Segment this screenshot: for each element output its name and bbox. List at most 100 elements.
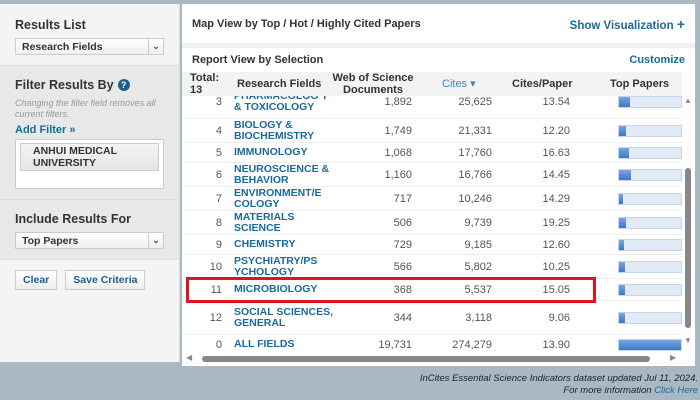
docs-value: 566: [393, 260, 412, 273]
field-link[interactable]: SOCIAL SCIENCES, GENERAL: [234, 305, 333, 329]
table-row: 5 IMMUNOLOGY 1,068 17,760 16.63: [182, 143, 682, 163]
more-info-text: For more information: [563, 385, 652, 396]
table-header: Total: 13 Research Fields Web of Science…: [182, 72, 682, 96]
field-link[interactable]: NEUROSCIENCE & BEHAVIOR: [234, 163, 330, 186]
include-select[interactable]: Top Papers ⌄: [15, 232, 164, 249]
top-papers-bar: [618, 238, 682, 251]
top-papers-bar: [618, 168, 682, 181]
row-rank: 9: [215, 238, 222, 251]
filter-list: ANHUI MEDICAL UNIVERSITY: [15, 139, 164, 189]
cpp-value: 13.90: [542, 338, 570, 351]
table-row: 3 PHARMACOLOG Y & TOXICOLOGY 1,892 25,62…: [182, 96, 682, 119]
top-papers-bar: [618, 338, 682, 351]
results-list-value: Research Fields: [22, 40, 103, 53]
cites-value: 9,185: [464, 238, 492, 251]
top-papers-bar: [618, 192, 682, 205]
top-papers-bar: [618, 283, 682, 296]
cites-header[interactable]: Cites ▾: [442, 78, 476, 90]
field-link[interactable]: ALL FIELDS: [234, 338, 295, 350]
horizontal-scrollbar[interactable]: ◀ ▶: [186, 353, 677, 362]
cpp-value: 9.06: [548, 311, 570, 324]
row-rank: 7: [215, 192, 222, 205]
docs-value: 1,749: [384, 124, 412, 137]
top-papers-bar: [618, 124, 682, 137]
top-papers-bar: [618, 216, 682, 229]
clear-button[interactable]: Clear: [15, 270, 58, 290]
cites-value: 25,625: [458, 96, 492, 108]
save-criteria-button[interactable]: Save Criteria: [65, 270, 146, 290]
map-view-title: Map View by Top / Hot / Highly Cited Pap…: [192, 17, 421, 30]
docs-value: 19,731: [378, 338, 412, 351]
top-papers-bar: [618, 96, 682, 108]
cites-value: 9,739: [464, 216, 492, 229]
docs-value: 506: [393, 216, 412, 229]
report-view-title: Report View by Selection: [192, 54, 324, 66]
include-label: Include Results For: [15, 212, 131, 226]
results-list-select[interactable]: Research Fields ⌄: [15, 38, 164, 55]
field-link[interactable]: MATERIALS SCIENCE: [234, 211, 295, 234]
highlight-box: [186, 277, 596, 303]
field-link[interactable]: ENVIRONMENT/E COLOGY: [234, 187, 322, 210]
cpp-value: 19.25: [542, 216, 570, 229]
cpp-value: 13.54: [542, 96, 570, 108]
click-here-link[interactable]: Click Here: [654, 385, 698, 396]
table-row: 9 CHEMISTRY 729 9,185 12.60: [182, 235, 682, 255]
plus-icon: +: [676, 15, 685, 32]
cpp-value: 15.05: [542, 283, 570, 296]
field-link[interactable]: MICROBIOLOGY: [234, 283, 318, 295]
customize-link[interactable]: Customize: [629, 54, 685, 66]
show-visualization-link[interactable]: Show Visualization +: [569, 15, 685, 32]
help-icon[interactable]: ?: [117, 79, 130, 91]
filter-note: Changing the filter field removes all cu…: [15, 98, 156, 119]
field-link[interactable]: CHEMISTRY: [234, 238, 296, 250]
row-rank: 0: [215, 338, 222, 351]
cpp-value: 14.45: [542, 168, 570, 181]
field-link[interactable]: IMMUNOLOGY: [234, 146, 308, 158]
cites-value: 21,331: [458, 124, 492, 137]
total-header: Total: 13: [190, 72, 220, 96]
include-value: Top Papers: [22, 234, 79, 247]
docs-value: 717: [393, 192, 412, 205]
main-panel: Map View by Top / Hot / Highly Cited Pap…: [182, 4, 695, 366]
field-link[interactable]: BIOLOGY & BIOCHEMISTRY: [234, 119, 315, 142]
row-rank: 11: [210, 283, 222, 296]
sidebar: Results List Research Fields ⌄ Filter Res…: [0, 4, 180, 362]
field-header[interactable]: Research Fields: [237, 78, 322, 90]
table-row: 12 SOCIAL SCIENCES, GENERAL 344 3,118 9.…: [182, 301, 682, 335]
table-row: 11 MICROBIOLOGY 368 5,537 15.05: [182, 279, 682, 301]
results-list-label: Results List: [15, 18, 86, 32]
cites-value: 3,118: [465, 311, 492, 324]
dataset-note: InCites Essential Science Indicators dat…: [419, 373, 698, 384]
row-rank: 6: [215, 168, 222, 181]
cpp-value: 16.63: [542, 146, 570, 159]
table-row: 0 ALL FIELDS 19,731 274,279 13.90: [182, 335, 682, 352]
table-row: 7 ENVIRONMENT/E COLOGY 717 10,246 14.29: [182, 187, 682, 211]
cites-value: 10,246: [458, 192, 492, 205]
top-papers-bar: [618, 311, 682, 324]
table-body: 3 PHARMACOLOG Y & TOXICOLOGY 1,892 25,62…: [182, 96, 682, 352]
cites-value: 16,766: [458, 168, 492, 181]
vertical-scrollbar[interactable]: ▲ ▼: [684, 96, 692, 345]
row-rank: 4: [215, 124, 222, 137]
filter-chip[interactable]: ANHUI MEDICAL UNIVERSITY: [20, 143, 159, 171]
cites-per-paper-header[interactable]: Cites/Paper: [512, 78, 573, 90]
field-link[interactable]: PSYCHIATRY/PS YCHOLOGY: [234, 255, 318, 278]
docs-value: 1,892: [384, 96, 412, 108]
top-papers-header[interactable]: Top Papers: [610, 78, 670, 90]
cites-value: 274,279: [452, 338, 492, 351]
add-filter-link[interactable]: Add Filter »: [15, 124, 76, 136]
docs-value: 368: [393, 283, 412, 296]
docs-header[interactable]: Web of Science Documents: [332, 72, 414, 96]
table-row: 10 PSYCHIATRY/PS YCHOLOGY 566 5,802 10.2…: [182, 255, 682, 279]
cpp-value: 14.29: [542, 192, 570, 205]
cites-value: 17,760: [458, 146, 492, 159]
field-link[interactable]: PHARMACOLOG Y & TOXICOLOGY: [234, 96, 328, 113]
top-papers-bar: [618, 260, 682, 273]
footer: InCites Essential Science Indicators dat…: [420, 373, 698, 397]
cpp-value: 10.25: [542, 260, 570, 273]
row-rank: 12: [209, 311, 222, 324]
filter-label: Filter Results By: [15, 78, 114, 92]
docs-value: 344: [393, 311, 412, 324]
docs-value: 1,160: [384, 168, 412, 181]
docs-value: 729: [393, 238, 412, 251]
